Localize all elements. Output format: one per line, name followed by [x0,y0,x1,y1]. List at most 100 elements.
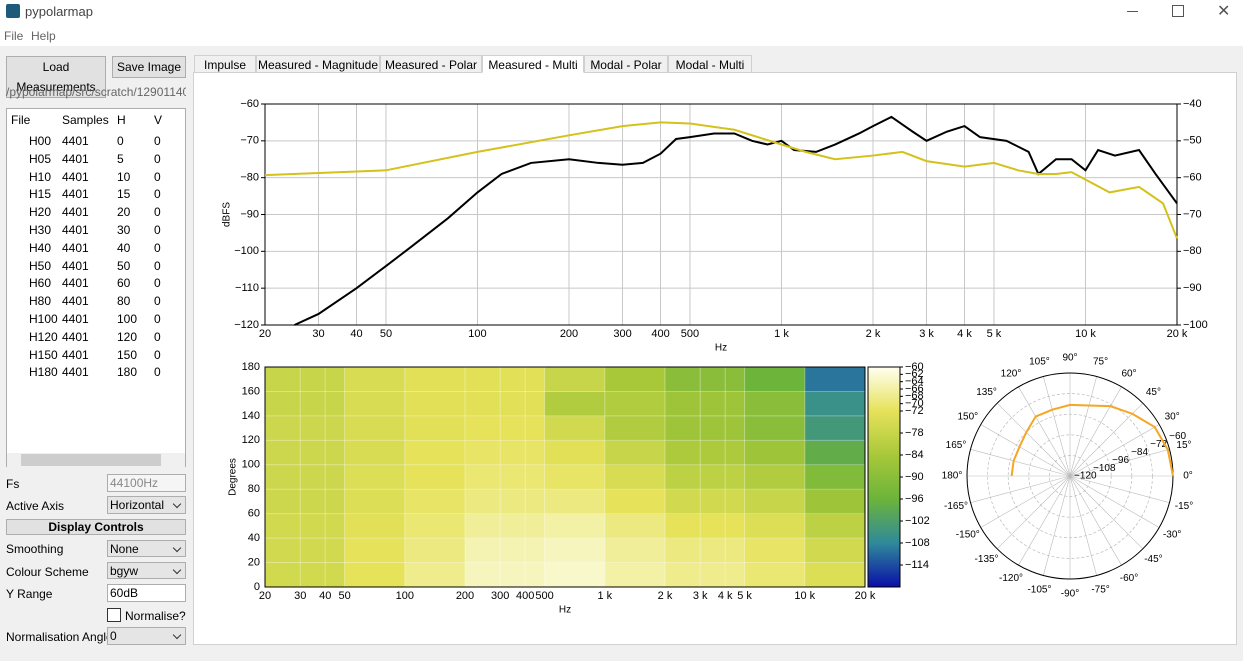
y-tick-label: 80 [248,483,260,495]
heat-cell [544,440,606,466]
menu-item[interactable]: Help [31,29,56,43]
heat-cell [265,415,346,441]
angle-grid [1069,402,1144,477]
x-tick-label: 400 [651,328,669,340]
axis-value: Horizontal [110,498,165,512]
heat-cell [804,538,866,564]
colorbar-label: −114 [905,559,929,571]
y-tick-label: 160 [242,385,260,397]
axis-label: Active Axis [6,499,65,513]
tab[interactable]: Modal - Polar [584,55,668,73]
colorbar-label: −66 [905,383,924,395]
y2-tick-label: −80 [1183,245,1202,257]
colour-dropdown[interactable]: bgyw [107,562,186,579]
x-tick-label: 4 k [718,590,733,602]
x-tick-label: 500 [535,590,553,602]
x-tick-label: 4 k [957,328,972,340]
angle-grid [970,449,1071,477]
x-axis-label: Hz [559,605,571,616]
minimize-button[interactable] [1127,11,1138,12]
table-cell: H15 [29,187,52,202]
heat-cell [265,489,346,515]
plot-frame [264,103,1178,326]
heat-cell [265,562,346,588]
y-tick-label: 20 [248,556,260,568]
h-scrollbar[interactable] [7,453,185,467]
save-button[interactable]: Save Image [112,56,186,78]
table-cell: 4401 [62,205,89,220]
table-cell: H60 [29,276,52,291]
normalise-checkbox[interactable] [107,608,121,622]
y-axis-label: Degrees [228,458,239,496]
angle-label: -30° [1163,530,1181,541]
heat-cell [265,513,346,539]
angle-grid [1018,475,1071,566]
heat-cell [804,367,866,392]
heat-cell [804,391,866,417]
heat-cell [544,367,606,392]
heat-cell [744,464,806,490]
table-cell: 0 [154,312,161,326]
smoothing-value: None [110,542,139,556]
table-cell: H80 [29,294,52,309]
table-cell: 4401 [62,294,89,309]
table-header: V [154,113,163,127]
table-cell: H120 [29,329,58,344]
polar-line [1010,403,1174,477]
x-tick-label: 30 [294,590,306,602]
y-tick-label: −60 [240,98,259,110]
angle-grid [1069,376,1097,477]
heat-cell [465,391,546,417]
table-cell: 0 [154,276,161,291]
x-tick-label: 5 k [987,328,1002,340]
series-line [264,121,1178,239]
yrange-value: 60dB [110,586,139,600]
heat-cell [344,562,406,588]
yrange-spinbox[interactable]: 60dB [107,584,186,602]
heat-cell [344,367,406,392]
heat-cell [804,440,866,466]
scroll-thumb[interactable] [21,454,161,466]
load-button[interactable]: Load Measurements [6,56,106,98]
axis-dropdown[interactable]: Horizontal [107,496,186,514]
smoothing-dropdown[interactable]: None [107,540,186,557]
table-cell: 0 [154,258,161,273]
table-cell: 30 [117,223,131,237]
x-tick-label: 20 k [1167,328,1188,340]
x-tick-label: 500 [681,328,699,340]
x-tick-label: 400 [516,590,534,602]
angle-label: 45° [1146,387,1161,398]
angle-label: 120° [1001,368,1022,379]
table-cell: 0 [154,134,161,148]
tab[interactable]: Measured - Multi [482,55,584,73]
menu-item[interactable]: File [4,29,24,43]
maximize-button[interactable] [1172,5,1184,17]
close-button[interactable]: ✕ [1217,3,1231,20]
x-tick-label: 2 k [866,328,881,340]
table-cell: 100 [117,312,138,326]
angle-grid [1069,475,1122,566]
table-cell: 180 [117,365,138,380]
table-cell: H30 [29,223,52,237]
table-cell: 0 [154,169,161,184]
table-cell: 50 [117,258,131,273]
radial-label: −60 [1169,431,1186,442]
menu-bar: File Help [0,24,1243,46]
angle-label: -15° [1175,501,1193,512]
heat-cell [744,391,806,417]
heat-cell [604,538,666,564]
heat-cell [465,513,546,539]
table-cell: 120 [117,329,138,344]
y2-tick-label: −50 [1183,135,1202,147]
heat-cell [744,513,806,539]
x-tick-label: 10 k [794,590,815,602]
colour-value: bgyw [110,564,139,578]
heat-cell [344,391,406,417]
norm-angle-dropdown[interactable]: 0 [107,627,186,645]
angle-label: 60° [1121,368,1136,379]
heat-cell [665,489,746,515]
display-controls-header[interactable]: Display Controls [6,519,186,535]
heat-cell [544,562,606,588]
table-cell: 4401 [62,312,89,326]
y-tick-label: 120 [242,434,260,446]
